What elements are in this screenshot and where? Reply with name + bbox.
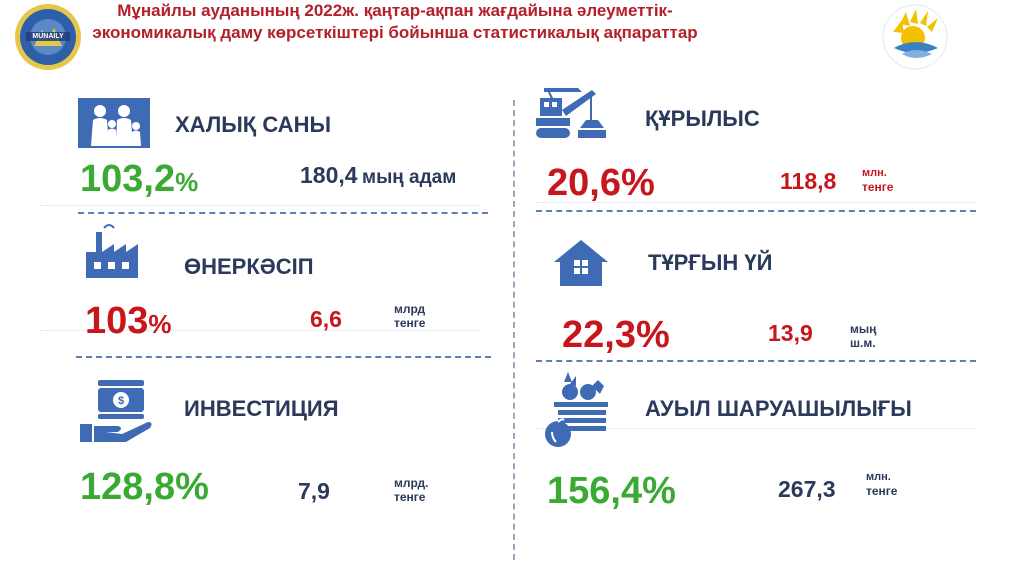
construction-value: 118,8 [780, 168, 837, 194]
right-faint-line-1 [536, 202, 976, 203]
industry-value: 6,6 [310, 306, 342, 332]
column-divider [513, 100, 515, 560]
left-divider-1 [78, 212, 488, 214]
svg-text:$: $ [118, 395, 124, 407]
population-unit: мың адам [362, 167, 457, 188]
district-emblem-logo: MUNAILY [8, 2, 88, 72]
population-percent-sign: % [175, 167, 199, 197]
housing-unit-line1: мың [850, 322, 877, 336]
construction-unit-line2: тенге [862, 180, 894, 194]
investment-label: ИНВЕСТИЦИЯ [184, 396, 339, 421]
left-divider-2 [76, 356, 491, 358]
construction-unit-line1: млн. [862, 167, 887, 179]
agriculture-percent: 156,4% [547, 470, 676, 512]
agriculture-unit: млн. тенге [866, 470, 897, 498]
population-percent: 103,2% [80, 158, 198, 201]
housing-unit: мың ш.м. [850, 322, 876, 350]
population-value: 180,4 мың адам [300, 162, 456, 189]
left-faint-line-2 [40, 330, 480, 331]
industry-percent-value: 103 [85, 300, 149, 342]
right-divider-1 [536, 210, 976, 212]
investment-percent: 128,8% [80, 466, 209, 508]
industry-label: ӨНЕРКӘСІП [184, 254, 314, 279]
district-emblem-text: MUNAILY [32, 33, 64, 40]
housing-unit-line2: ш.м. [850, 336, 876, 350]
industry-percent: 103% [85, 300, 172, 343]
agriculture-label: АУЫЛ ШАРУАШЫЛЫҒЫ [645, 396, 912, 421]
population-label: ХАЛЫҚ САНЫ [175, 112, 331, 137]
industry-unit: млрд тенге [394, 302, 426, 330]
title-line-2: экономикалық даму көрсеткіштері бойынша … [92, 23, 698, 42]
investment-icon: $ [78, 378, 158, 444]
crane-icon [536, 84, 606, 142]
investment-unit: млрд. тенге [394, 476, 429, 504]
right-divider-2 [536, 360, 976, 362]
agriculture-unit-line2: тенге [866, 484, 898, 498]
title-line-1: Мұнайлы ауданының 2022ж. қаңтар-ақпан жа… [117, 1, 673, 20]
factory-icon [82, 222, 148, 280]
page-title: Мұнайлы ауданының 2022ж. қаңтар-ақпан жа… [0, 0, 790, 44]
housing-label: ТҰРҒЫН ҮЙ [648, 250, 773, 275]
family-icon [78, 98, 150, 148]
population-number: 180,4 [300, 162, 358, 188]
agriculture-value: 267,3 [778, 476, 836, 502]
right-faint-line-2 [536, 428, 976, 429]
left-faint-line-1 [40, 205, 480, 206]
construction-percent: 20,6% [547, 162, 655, 204]
agriculture-unit-line1: млн. [866, 471, 891, 483]
investment-value: 7,9 [298, 478, 330, 504]
population-percent-value: 103,2 [80, 158, 176, 200]
construction-label: ҚҰРЫЛЫС [645, 106, 760, 131]
industry-percent-sign: % [148, 309, 172, 339]
housing-percent: 22,3% [562, 314, 670, 356]
statistics-agency-logo [880, 2, 950, 72]
housing-value: 13,9 [768, 320, 813, 346]
agriculture-icon [540, 372, 616, 448]
house-icon [552, 238, 610, 288]
construction-unit: млн. тенге [862, 166, 893, 194]
